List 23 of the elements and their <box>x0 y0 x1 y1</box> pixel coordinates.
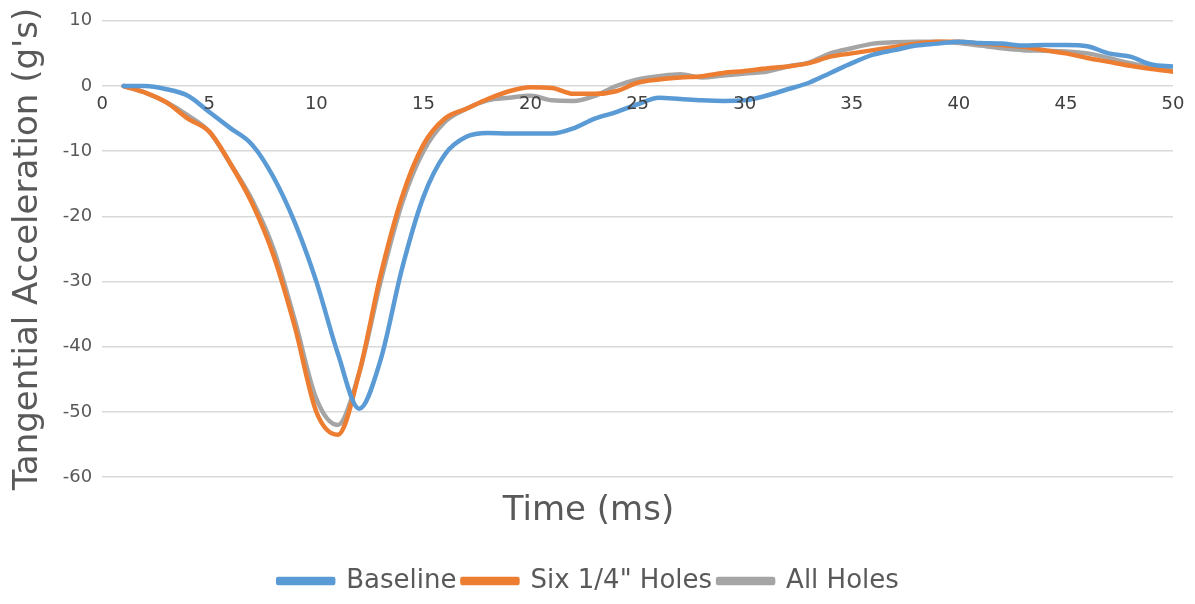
y-tick-label: -40 <box>62 334 93 356</box>
y-tick-label: -50 <box>62 399 93 421</box>
x-tick-label: 5 <box>203 92 216 114</box>
x-tick-label: 35 <box>840 92 864 114</box>
legend-label: Baseline <box>346 563 457 594</box>
y-tick-label: -10 <box>62 138 93 160</box>
x-tick-label: 10 <box>304 92 328 114</box>
x-tick-label: 40 <box>947 92 971 114</box>
legend-label: All Holes <box>786 563 899 594</box>
y-tick-label: 10 <box>69 8 93 30</box>
x-axis-title: Time (ms) <box>501 488 675 529</box>
x-tick-label: 50 <box>1161 92 1185 114</box>
x-tick-label: 25 <box>626 92 650 114</box>
x-tick-label: 0 <box>96 92 108 114</box>
y-tick-label: -30 <box>62 269 93 291</box>
y-tick-label: 0 <box>80 73 93 95</box>
y-tick-label: -60 <box>62 464 93 486</box>
y-tick-label: -20 <box>62 204 93 226</box>
legend-label: Six 1/4" Holes <box>530 563 713 594</box>
x-tick-label: 20 <box>519 92 542 114</box>
x-tick-label: 45 <box>1054 92 1078 114</box>
y-axis-title: Tangential Acceleration (g's) <box>5 7 46 492</box>
x-tick-label: 15 <box>411 92 435 114</box>
